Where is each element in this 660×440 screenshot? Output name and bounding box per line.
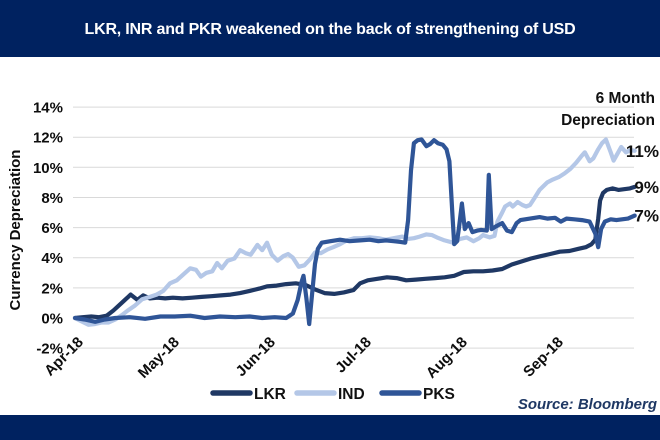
x-tick-label: May-18 [135, 334, 183, 382]
annotation-line1: 6 Month [596, 90, 655, 107]
series-line-pks [72, 137, 637, 327]
source-label: Source: Bloomberg [518, 396, 657, 413]
legend-label-lkr: LKR [254, 386, 286, 403]
y-tick-label: 8% [41, 190, 63, 207]
bottom-bar [0, 415, 660, 440]
legend: LKR IND PKS [210, 386, 455, 403]
chart-area: 14% 12% 10% 8% 6% 4% 2% 0% -2% Apr-18 May-18 Jun-1… [0, 57, 660, 415]
end-label-pks: 7% [634, 207, 659, 226]
end-label-ind: 11% [626, 142, 659, 161]
y-tick-labels: 14% 12% 10% 8% 6% 4% 2% 0% -2% [33, 100, 63, 358]
x-tick-label: Jun-18 [233, 334, 279, 380]
x-tick-labels: Apr-18 May-18 Jun-18 Jul-18 Aug-18 Sep-18 [41, 334, 567, 382]
y-tick-label: 0% [41, 311, 63, 328]
series-lines [72, 137, 637, 327]
y-tick-label: 10% [33, 160, 63, 177]
series-line-ind [72, 137, 637, 327]
legend-label-pks: PKS [423, 386, 455, 403]
gridlines [73, 106, 634, 349]
legend-label-ind: IND [338, 386, 365, 403]
y-tick-label: 12% [33, 130, 63, 147]
y-tick-label: 6% [41, 220, 63, 237]
annotation-line2: Depreciation [561, 112, 655, 129]
series-line-lkr [72, 184, 637, 321]
x-tick-label: Jul-18 [332, 334, 375, 377]
y-tick-label: 2% [41, 280, 63, 297]
x-tick-label: Aug-18 [423, 334, 471, 382]
y-axis-title: Currency Depreciation [7, 150, 24, 311]
title-bar: LKR, INR and PKR weakened on the back of… [0, 0, 660, 57]
chart-title: LKR, INR and PKR weakened on the back of… [84, 20, 576, 38]
chart-svg: 14%12%10%8%6%4%2%0%-2% Apr-18 May-18 Jun-1… [7, 90, 659, 413]
end-label-lkr: 9% [634, 178, 659, 197]
y-tick-label: 14% [33, 100, 63, 117]
x-tick-label: Sep-18 [520, 334, 567, 381]
y-tick-label: -2% [36, 341, 63, 358]
y-tick-label: 4% [41, 250, 63, 267]
